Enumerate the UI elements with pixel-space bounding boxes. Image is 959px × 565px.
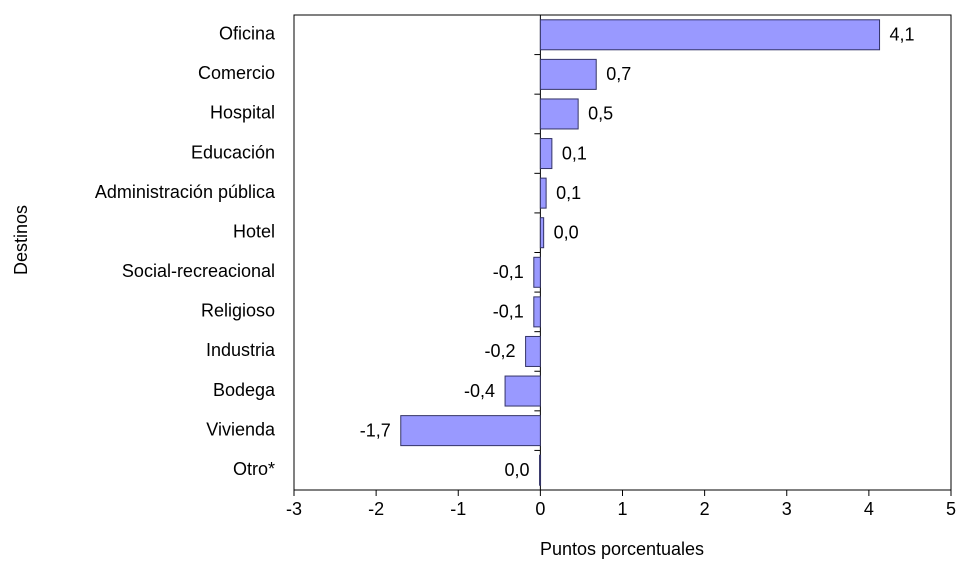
- x-tick-label: 2: [700, 499, 710, 519]
- x-axis-title: Puntos porcentuales: [540, 539, 704, 559]
- bar: [539, 58, 597, 90]
- bar: [539, 454, 542, 486]
- bar: [539, 138, 553, 170]
- value-label: 4,1: [890, 25, 915, 45]
- y-tick-label: Oficina: [219, 24, 276, 44]
- value-label: 0,1: [562, 143, 587, 163]
- bar: [533, 256, 541, 288]
- y-tick-label: Otro*: [233, 459, 275, 479]
- y-axis-title: Destinos: [11, 205, 31, 275]
- value-label: 0,7: [606, 64, 631, 84]
- y-tick-label: Comercio: [198, 63, 275, 83]
- x-tick-label: 0: [535, 499, 545, 519]
- y-tick-label: Religioso: [201, 301, 275, 321]
- bar: [539, 217, 545, 249]
- bar: [539, 98, 579, 130]
- value-label: -0,2: [485, 341, 516, 361]
- y-tick-label: Hotel: [233, 221, 275, 241]
- y-tick-label: Social-recreacional: [122, 261, 275, 281]
- y-tick-label: Administración pública: [95, 182, 276, 202]
- bar: [539, 19, 881, 51]
- x-tick-label: -2: [368, 499, 384, 519]
- x-tick-label: 3: [782, 499, 792, 519]
- x-tick-label: -1: [450, 499, 466, 519]
- y-tick-label: Bodega: [213, 380, 276, 400]
- x-tick-label: 4: [864, 499, 874, 519]
- x-tick-label: -3: [286, 499, 302, 519]
- value-label: 0,0: [554, 222, 579, 242]
- bar: [539, 177, 547, 209]
- value-label: 0,0: [505, 460, 530, 480]
- plot-frame: [293, 14, 952, 491]
- x-tick-label: 1: [617, 499, 627, 519]
- bar: [525, 335, 541, 367]
- value-label: -1,7: [360, 420, 391, 440]
- y-tick-label: Vivienda: [206, 419, 276, 439]
- y-tick-label: Hospital: [210, 103, 275, 123]
- value-label: 0,5: [588, 104, 613, 124]
- bar: [400, 415, 541, 447]
- value-label: -0,1: [493, 302, 524, 322]
- y-tick-label: Educación: [191, 142, 275, 162]
- value-label: 0,1: [556, 183, 581, 203]
- x-tick-label: 5: [946, 499, 956, 519]
- value-label: -0,4: [464, 381, 495, 401]
- y-tick-label: Industria: [206, 340, 276, 360]
- value-label: -0,1: [493, 262, 524, 282]
- bar: [504, 375, 541, 407]
- bar: [533, 296, 541, 328]
